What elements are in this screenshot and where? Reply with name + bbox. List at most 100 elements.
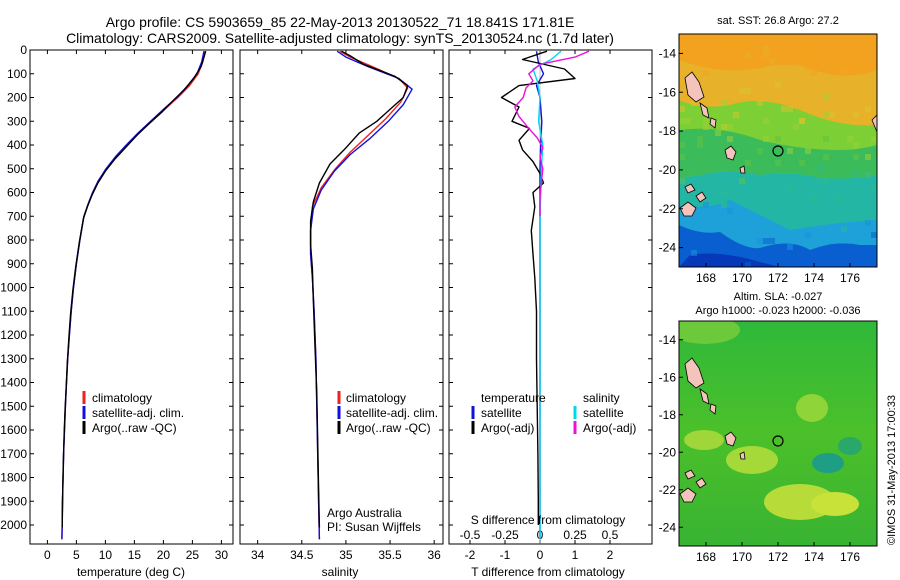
- sst-cell: [745, 52, 751, 58]
- y-tick-label: 300: [7, 114, 27, 128]
- lat-tick-label: -18: [659, 124, 677, 138]
- y-tick-label: 1800: [0, 471, 27, 485]
- sst-cell: [871, 136, 877, 142]
- sst-cell: [787, 184, 793, 190]
- annotation-line1: Argo Australia: [327, 506, 402, 520]
- argo-float-marker: [772, 145, 784, 157]
- legend-climatology-label: climatology: [92, 391, 152, 405]
- sst-cell: [805, 46, 811, 52]
- s-tick-label: -0.5: [460, 528, 481, 542]
- sst-cell: [805, 148, 811, 154]
- x-tick-label: 0: [537, 548, 544, 562]
- sst-cell: [853, 112, 859, 118]
- salinity-panel: 34 34.5 35 35.5 36 salinity climatology sate…: [239, 49, 444, 579]
- y-tick-label: 1600: [0, 423, 27, 437]
- series-line-salinity-argo-adj: [514, 50, 590, 217]
- sst-cell: [871, 232, 877, 238]
- x-tick-label: 34.5: [290, 548, 314, 562]
- sla-map-panel: Altim. SLA: -0.027 Argo h1000: -0.023 h2…: [659, 291, 878, 564]
- difference-axes-frame: [448, 49, 653, 545]
- lat-tick-label: -24: [659, 241, 677, 255]
- salinity-x-axis: 34 34.5 35 35.5 36: [240, 49, 443, 562]
- sst-cell: [769, 70, 775, 76]
- sst-map-panel: sat. SST: 26.8 Argo: 27.2: [659, 15, 878, 285]
- sst-cell: [739, 40, 745, 46]
- x-tick-label: 2: [607, 548, 614, 562]
- sst-cell: [697, 142, 703, 148]
- sst-cell: [697, 136, 703, 142]
- sst-cell: [775, 82, 781, 88]
- sst-cell: [721, 100, 727, 106]
- temperature-xlabel: temperature (deg C): [77, 565, 185, 579]
- lon-tick-label: 174: [804, 550, 824, 564]
- salinity-legend: climatology satellite-adj. clim. Argo(..…: [337, 391, 438, 435]
- legend-satellite-label: satellite-adj. clim.: [346, 406, 438, 420]
- t-difference-axis: -2 -1 0 1 2: [449, 49, 652, 562]
- sst-cell: [745, 262, 751, 267]
- sla-field: [679, 321, 877, 546]
- sst-cell: [775, 244, 781, 250]
- sst-cell: [775, 136, 781, 142]
- series-line-argo-raw-qc: [61, 51, 207, 528]
- sst-cell: [817, 166, 823, 172]
- sst-cell: [853, 154, 859, 160]
- s-tick-label: -0.25: [491, 528, 519, 542]
- land-islands: [679, 71, 877, 217]
- salinity-axes-frame: [239, 49, 444, 545]
- lat-tick-label: -22: [659, 483, 677, 497]
- sst-field: [679, 34, 877, 267]
- sla-map-title-line1: Altim. SLA: -0.027: [734, 291, 823, 303]
- lat-tick-label: -14: [659, 46, 677, 60]
- y-tick-label: 1100: [1, 304, 27, 318]
- lon-tick-label: 168: [696, 550, 716, 564]
- sst-cell: [847, 136, 853, 142]
- sst-cell: [823, 136, 829, 142]
- x-tick-label: 0: [44, 548, 51, 562]
- sst-cell: [757, 238, 763, 244]
- lon-tick-label: 176: [840, 550, 860, 564]
- sst-cell: [703, 202, 709, 208]
- sst-cell: [799, 52, 805, 58]
- y-tick-label: 2000: [0, 518, 27, 532]
- legend-sal-satellite-label: satellite: [583, 406, 624, 420]
- sst-cell: [841, 226, 847, 232]
- sst-cell: [745, 88, 751, 94]
- sst-cell: [865, 154, 871, 160]
- sst-cell: [787, 244, 793, 250]
- sst-cell: [865, 172, 871, 178]
- x-tick-label: 10: [99, 548, 113, 562]
- sst-cell: [703, 70, 709, 76]
- s-tick-label: 0.25: [563, 528, 587, 542]
- sst-cell: [853, 250, 859, 256]
- sst-cell: [751, 76, 757, 82]
- y-tick-label: 1300: [0, 352, 27, 366]
- sst-cell: [853, 58, 859, 64]
- x-tick-label: 1: [572, 548, 579, 562]
- sst-cell: [679, 178, 685, 184]
- sst-cell: [691, 250, 697, 256]
- s-difference-xlabel: S difference from climatology: [471, 513, 626, 527]
- lat-tick-label: -18: [659, 408, 677, 422]
- sst-cell: [865, 106, 871, 112]
- lon-tick-label: 176: [840, 271, 860, 285]
- sst-cell: [763, 46, 769, 52]
- x-tick-label: -1: [500, 548, 511, 562]
- legend-temperature-header: temperature: [481, 391, 546, 405]
- sst-cell: [871, 184, 877, 190]
- sst-cell: [685, 118, 691, 124]
- sst-cell: [817, 178, 823, 184]
- sst-cell: [733, 112, 739, 118]
- y-tick-label: 400: [7, 138, 27, 152]
- sst-cell: [787, 106, 793, 112]
- sst-map-axes: 168 170 172 174 176 -14 -16 -18 -20 -22 -24: [659, 46, 861, 285]
- sst-cell: [805, 64, 811, 70]
- sst-cell: [745, 160, 751, 166]
- sst-cell: [823, 250, 829, 256]
- sst-cell: [679, 118, 685, 124]
- sst-cell: [709, 244, 715, 250]
- lon-tick-label: 170: [732, 550, 752, 564]
- lat-tick-label: -16: [659, 85, 677, 99]
- legend-sal-argo-label: Argo(-adj): [583, 421, 636, 435]
- y-tick-label: 1000: [0, 281, 27, 295]
- difference-panel: -2 -1 0 1 2 -0.5 -0.25 0 0.25 0.5 T difference f…: [448, 49, 653, 579]
